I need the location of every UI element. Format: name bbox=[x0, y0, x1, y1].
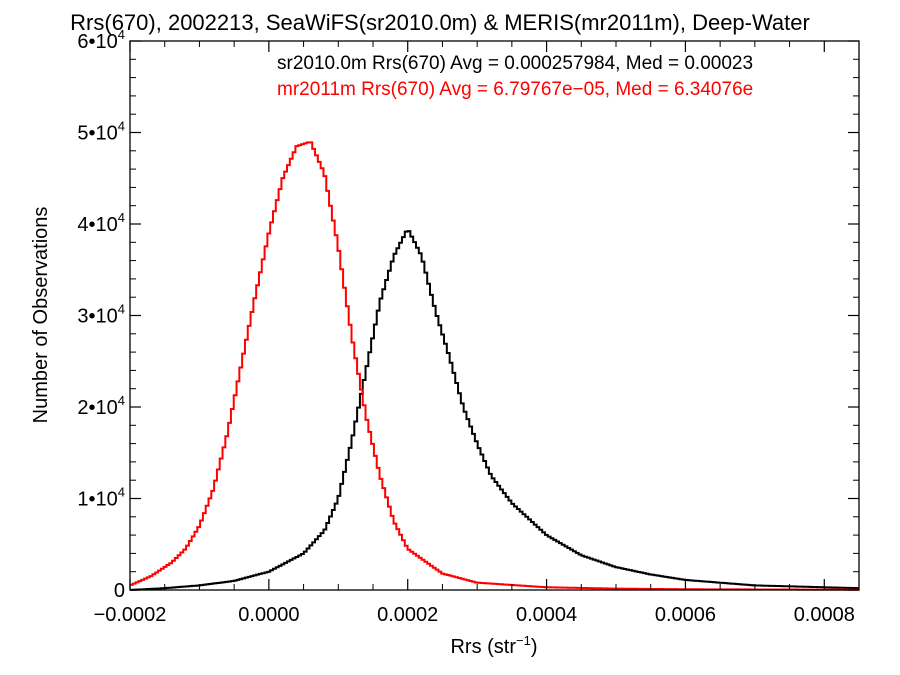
y-tick-label: 5•104 bbox=[77, 119, 125, 145]
y-axis-label: Number of Observations bbox=[30, 207, 52, 424]
y-tick-label: 2•104 bbox=[77, 393, 125, 419]
series-line-mr2011m bbox=[130, 141, 859, 591]
chart-title: Rrs(670), 2002213, SeaWiFS(sr2010.0m) & … bbox=[70, 10, 810, 35]
x-tick-label: 0.0000 bbox=[238, 604, 299, 626]
legend-entry-mr2011: mr2011m Rrs(670) Avg = 6.79767e−05, Med … bbox=[277, 79, 753, 100]
x-tick-label: 0.0002 bbox=[377, 604, 438, 626]
x-tick-label: 0.0006 bbox=[655, 604, 716, 626]
series-line-sr2010.0m bbox=[130, 230, 859, 591]
x-tick-label: 0.0008 bbox=[794, 604, 855, 626]
x-axis-label-text: Rrs (str bbox=[450, 636, 516, 658]
x-axis-label: Rrs (str−1) bbox=[450, 633, 537, 658]
y-tick-label: 0 bbox=[114, 580, 125, 602]
plot-frame bbox=[129, 40, 860, 591]
legend-entry-sr2010: sr2010.0m Rrs(670) Avg = 0.000257984, Me… bbox=[277, 53, 753, 74]
y-tick-label: 4•104 bbox=[77, 210, 125, 236]
x-tick-label: −0.0002 bbox=[94, 604, 167, 626]
x-axis-label-sup: −1 bbox=[516, 633, 531, 648]
y-tick-label: 3•104 bbox=[77, 302, 125, 328]
y-tick-label: 1•104 bbox=[77, 485, 125, 511]
x-tick-label: 0.0004 bbox=[516, 604, 577, 626]
legend: sr2010.0m Rrs(670) Avg = 0.000257984, Me… bbox=[277, 53, 753, 100]
ticks-layer: −0.0002 0.0000 0.0002 0.0004 0.0006 0.0008 0 1•… bbox=[77, 27, 860, 626]
x-axis-label-suffix: ) bbox=[531, 636, 538, 658]
y-tick-label: 6•104 bbox=[77, 27, 125, 53]
series-layer bbox=[130, 141, 859, 591]
